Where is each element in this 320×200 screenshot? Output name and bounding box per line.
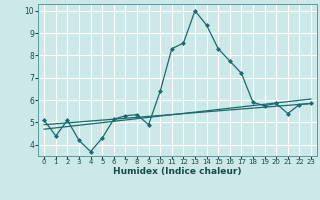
X-axis label: Humidex (Indice chaleur): Humidex (Indice chaleur) bbox=[113, 167, 242, 176]
